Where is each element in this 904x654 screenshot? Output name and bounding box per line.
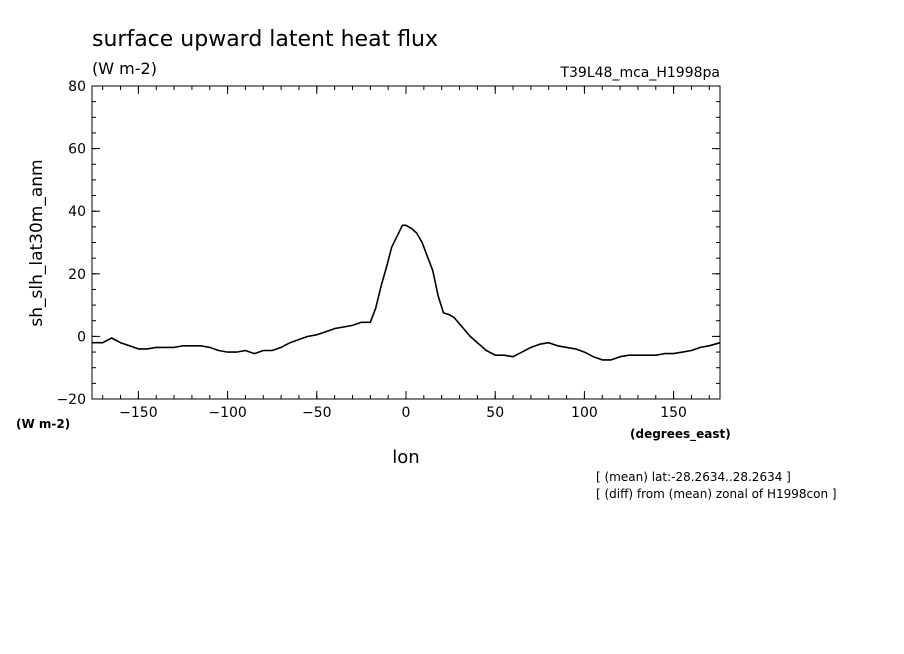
minor-ticks bbox=[92, 85, 720, 400]
x-tick-label: −150 bbox=[119, 405, 157, 421]
y-tick-label: 60 bbox=[68, 142, 86, 158]
plot-frame bbox=[91, 85, 721, 400]
y-axis-units: (W m-2) bbox=[16, 417, 70, 431]
x-tick-label: 150 bbox=[660, 405, 687, 421]
y-axis: −20 0 20 40 60 80 bbox=[56, 79, 720, 408]
x-axis-label: lon bbox=[392, 447, 419, 468]
x-axis-units: (degrees_east) bbox=[630, 427, 731, 442]
x-tick-label: 50 bbox=[486, 405, 504, 421]
x-tick-label: −50 bbox=[302, 405, 332, 421]
y-tick-label: −20 bbox=[56, 392, 86, 408]
y-tick-label: 0 bbox=[77, 329, 86, 345]
chart-title: surface upward latent heat flux bbox=[92, 27, 438, 52]
x-tick-label: 100 bbox=[571, 405, 598, 421]
x-tick-label: −100 bbox=[208, 405, 246, 421]
y-axis-label: sh_slh_lat30m_anm bbox=[27, 159, 47, 326]
x-tick-label: 0 bbox=[402, 405, 411, 421]
series-line bbox=[92, 224, 721, 361]
y-tick-label: 80 bbox=[68, 79, 86, 95]
note-diff-from: [ (diff) from (mean) zonal of H1998con ] bbox=[596, 487, 837, 501]
run-label: T39L48_mca_H1998pa bbox=[559, 65, 720, 81]
y-tick-label: 40 bbox=[68, 204, 86, 220]
note-mean-lat: [ (mean) lat:-28.2634..28.2634 ] bbox=[596, 470, 791, 484]
y-tick-label: 20 bbox=[68, 267, 86, 283]
chart-units: (W m-2) bbox=[92, 59, 157, 78]
x-axis: −150 −100 −50 0 50 100 150 bbox=[119, 86, 687, 421]
